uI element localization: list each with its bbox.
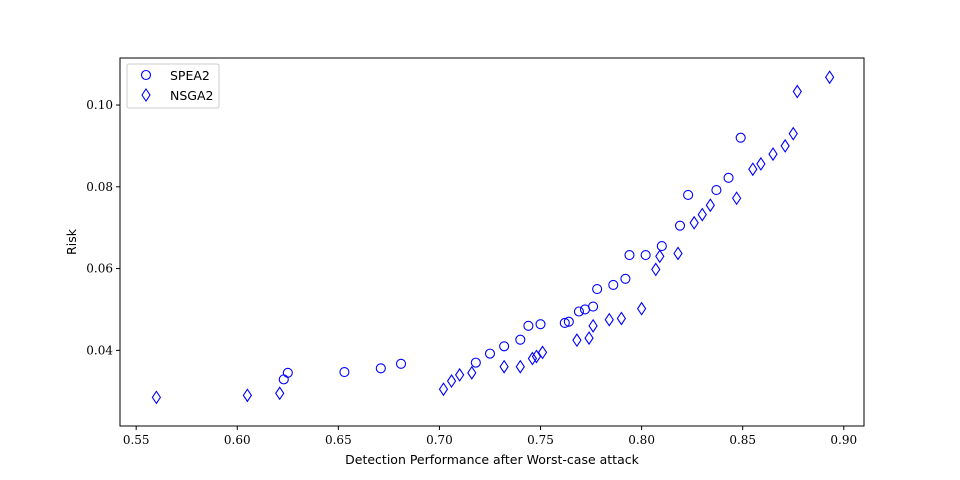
nsga2-point — [673, 246, 683, 261]
x-axis-title: Detection Performance after Worst-case a… — [345, 452, 639, 467]
y-tick-label: 0.06 — [86, 262, 113, 276]
nsga2-point — [636, 301, 647, 316]
spea2-point — [375, 363, 386, 374]
spea2-point — [559, 317, 570, 329]
spea2-point — [395, 358, 407, 369]
x-tick-label: 0.80 — [628, 433, 655, 447]
nsga2-point — [788, 126, 798, 141]
nsga2-point — [438, 382, 449, 397]
spea2-point — [723, 172, 734, 183]
nsga2-point — [467, 365, 477, 380]
nsga2-point — [731, 191, 742, 206]
nsga2-point — [768, 147, 778, 162]
nsga2-point — [705, 198, 716, 213]
nsga2-point — [446, 374, 457, 389]
spea2-point — [683, 189, 694, 201]
nsga2-point — [651, 262, 661, 277]
nsga2-point — [527, 351, 538, 366]
nsga2-point — [242, 388, 253, 403]
nsga2-point — [697, 207, 707, 222]
spea2-point — [484, 348, 496, 359]
spea2-point — [499, 341, 510, 352]
nsga2-point — [537, 345, 548, 360]
nsga2-point — [151, 390, 162, 405]
legend-label-spea2: SPEA2 — [170, 68, 210, 83]
spea2-point — [515, 334, 526, 345]
spea2-point — [470, 357, 481, 368]
y-axis: 0.04 0.06 0.08 0.10 — [86, 98, 120, 357]
x-tick-label: 0.75 — [527, 433, 554, 447]
spea2-point — [339, 366, 350, 378]
spea2-point — [282, 367, 293, 378]
nsga2-point — [748, 162, 758, 177]
nsga2-point — [792, 84, 802, 99]
spea2-point — [624, 250, 635, 261]
nsga2-point — [604, 312, 614, 327]
nsga2-point — [515, 359, 525, 374]
x-tick-label: 0.55 — [123, 433, 150, 447]
spea2-point — [535, 319, 546, 330]
nsga2-point — [588, 318, 598, 333]
legend-marker-nsga2 — [141, 88, 151, 102]
spea2-point — [563, 316, 574, 327]
nsga2-point — [572, 333, 582, 348]
x-tick-label: 0.85 — [729, 433, 756, 447]
spea2-point — [573, 306, 584, 317]
spea2-point — [588, 301, 599, 312]
spea2-point — [592, 283, 603, 295]
nsga2-point — [454, 367, 465, 382]
x-tick-label: 0.70 — [426, 433, 453, 447]
spea2-point — [608, 279, 619, 290]
spea2-point — [523, 320, 534, 331]
legend-label-nsga2: NSGA2 — [170, 88, 213, 103]
plot-marks — [151, 70, 835, 405]
nsga2-point — [780, 138, 790, 153]
nsga2-point — [616, 311, 627, 326]
nsga2-point — [655, 249, 665, 264]
x-tick-label: 0.90 — [830, 433, 857, 447]
nsga2-point — [531, 349, 542, 364]
x-tick-label: 0.65 — [325, 433, 352, 447]
nsga2-point — [584, 331, 594, 346]
spea2-point — [711, 185, 722, 196]
y-axis-title: Risk — [64, 228, 79, 255]
y-tick-label: 0.08 — [86, 180, 113, 194]
nsga2-point — [689, 215, 699, 230]
legend-marker-spea2 — [140, 69, 152, 81]
plot-frame — [119, 57, 865, 427]
y-tick-label: 0.04 — [86, 343, 113, 357]
spea2-point — [620, 273, 631, 284]
nsga2-point — [275, 386, 285, 401]
spea2-point — [656, 241, 667, 252]
nsga2-point — [756, 156, 766, 171]
y-tick-label: 0.10 — [86, 98, 113, 112]
x-tick-label: 0.60 — [224, 433, 251, 447]
nsga2-point — [499, 359, 509, 374]
spea2-point — [735, 132, 746, 143]
legend: SPEA2 NSGA2 — [126, 63, 220, 109]
nsga2-point — [824, 70, 835, 85]
spea2-point — [674, 220, 686, 231]
x-axis: 0.55 0.60 0.65 0.70 0.75 0.80 0.85 0.90 — [123, 426, 857, 447]
spea2-point — [640, 250, 651, 261]
